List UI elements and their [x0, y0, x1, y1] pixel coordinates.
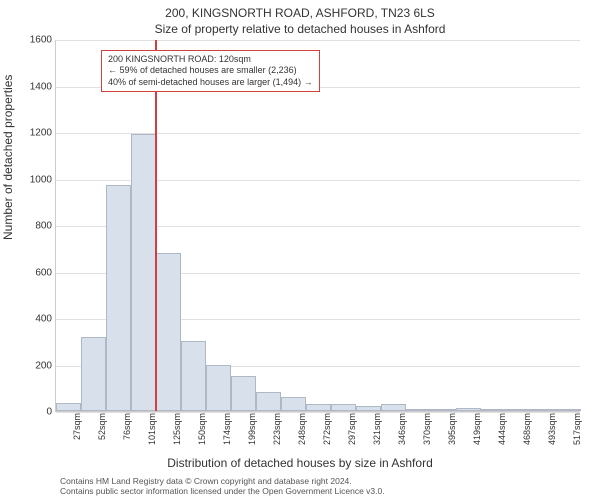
- y-tick-label: 1400: [30, 81, 52, 92]
- histogram-bar: [281, 397, 306, 411]
- histogram-bar: [156, 253, 181, 411]
- histogram-bar: [306, 404, 331, 411]
- histogram-bar: [206, 365, 231, 412]
- x-tick-label: 27sqm: [72, 413, 82, 440]
- x-tick-label: 297sqm: [347, 413, 357, 445]
- x-tick-label: 223sqm: [272, 413, 282, 445]
- histogram-bar: [506, 409, 531, 411]
- y-tick-label: 800: [35, 221, 52, 232]
- x-tick-label: 346sqm: [397, 413, 407, 445]
- histogram-bar: [131, 134, 156, 411]
- attribution-text: Contains HM Land Registry data © Crown c…: [60, 476, 590, 496]
- x-tick-label: 272sqm: [322, 413, 332, 445]
- y-tick-label: 600: [35, 267, 52, 278]
- histogram-bar: [81, 337, 106, 411]
- x-tick-label: 419sqm: [472, 413, 482, 445]
- histogram-bar: [456, 408, 481, 411]
- y-axis-label: Number of detached properties: [1, 75, 15, 240]
- y-tick-label: 200: [35, 360, 52, 371]
- gridline: [56, 40, 580, 41]
- histogram-bar: [481, 409, 506, 411]
- histogram-bar: [106, 185, 131, 411]
- histogram-bar: [531, 409, 556, 411]
- attribution-line2: Contains public sector information licen…: [60, 486, 590, 496]
- y-tick-label: 1600: [30, 35, 52, 46]
- histogram-bar: [181, 341, 206, 411]
- x-tick-label: 468sqm: [522, 413, 532, 445]
- plot-area: 0200400600800100012001400160027sqm52sqm7…: [55, 40, 580, 412]
- histogram-bar: [381, 404, 406, 411]
- y-tick-label: 400: [35, 314, 52, 325]
- x-tick-label: 199sqm: [247, 413, 257, 445]
- chart-container: 200, KINGSNORTH ROAD, ASHFORD, TN23 6LS …: [0, 0, 600, 500]
- reference-marker-line: [155, 40, 157, 411]
- annot-line3: 40% of semi-detached houses are larger (…: [108, 77, 313, 88]
- x-tick-label: 248sqm: [297, 413, 307, 445]
- x-tick-label: 174sqm: [222, 413, 232, 445]
- chart-address-title: 200, KINGSNORTH ROAD, ASHFORD, TN23 6LS: [0, 6, 600, 20]
- histogram-bar: [356, 406, 381, 411]
- x-tick-label: 101sqm: [147, 413, 157, 445]
- x-tick-label: 517sqm: [572, 413, 582, 445]
- x-tick-label: 150sqm: [197, 413, 207, 445]
- histogram-bar: [556, 409, 581, 411]
- histogram-bar: [406, 409, 431, 411]
- histogram-bar: [231, 376, 256, 411]
- histogram-bar: [56, 403, 81, 411]
- x-tick-label: 52sqm: [97, 413, 107, 440]
- x-tick-label: 370sqm: [422, 413, 432, 445]
- x-axis-label: Distribution of detached houses by size …: [0, 456, 600, 470]
- histogram-bar: [331, 404, 356, 411]
- histogram-bar: [256, 392, 281, 411]
- y-tick-label: 0: [46, 407, 52, 418]
- chart-subtitle: Size of property relative to detached ho…: [0, 22, 600, 36]
- annotation-box: 200 KINGSNORTH ROAD: 120sqm← 59% of deta…: [101, 50, 320, 92]
- y-tick-label: 1000: [30, 174, 52, 185]
- attribution-line1: Contains HM Land Registry data © Crown c…: [60, 476, 590, 486]
- y-tick-label: 1200: [30, 128, 52, 139]
- x-tick-label: 76sqm: [122, 413, 132, 440]
- x-tick-label: 125sqm: [172, 413, 182, 445]
- x-tick-label: 321sqm: [372, 413, 382, 445]
- annot-line1: 200 KINGSNORTH ROAD: 120sqm: [108, 54, 313, 65]
- annot-line2: ← 59% of detached houses are smaller (2,…: [108, 65, 313, 76]
- x-tick-label: 395sqm: [447, 413, 457, 445]
- x-tick-label: 493sqm: [547, 413, 557, 445]
- histogram-bar: [431, 409, 456, 411]
- x-tick-label: 444sqm: [497, 413, 507, 445]
